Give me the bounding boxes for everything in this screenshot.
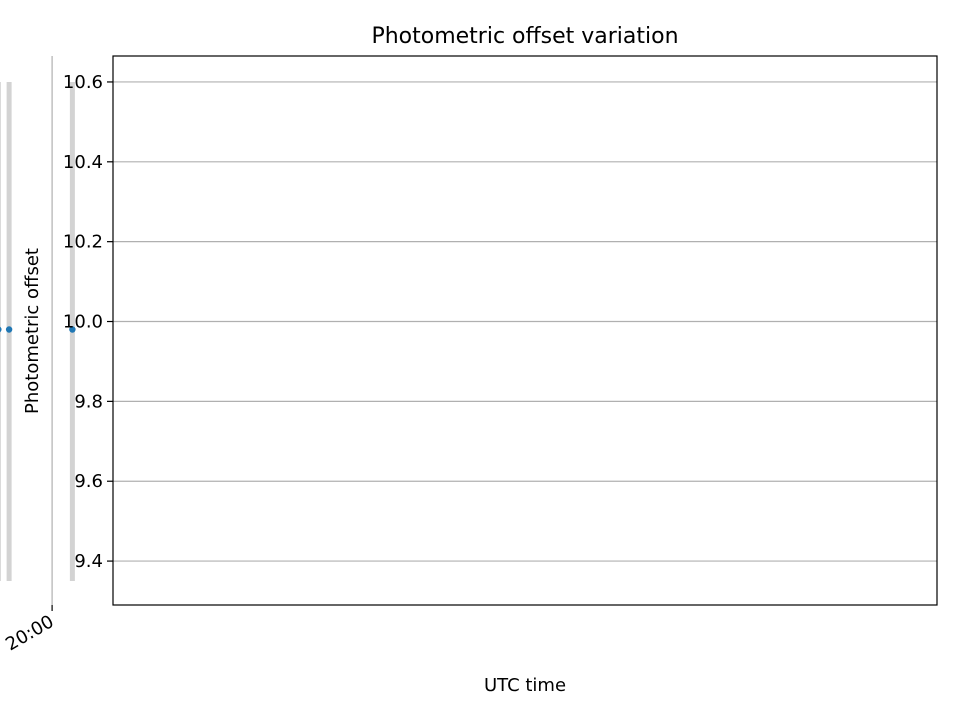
plot-frame	[112, 55, 938, 606]
y-tick-label: 10.6	[63, 72, 103, 93]
y-tick-label: 9.6	[74, 471, 103, 492]
grid	[51, 56, 937, 605]
data-point	[5, 326, 13, 333]
y-tick-label: 10.2	[63, 232, 103, 253]
y-tick-label: 9.4	[74, 551, 103, 572]
y-axis-title: Photometric offset	[22, 248, 43, 414]
y-tick-label: 10.0	[63, 312, 103, 333]
x-axis-title: UTC time	[484, 675, 566, 696]
data-point	[0, 326, 2, 333]
data-point	[69, 326, 76, 333]
chart-title: Photometric offset variation	[371, 24, 678, 49]
y-tick-label: 10.4	[63, 152, 103, 173]
data-points	[0, 326, 76, 333]
y-tick-label: 9.8	[74, 391, 103, 412]
